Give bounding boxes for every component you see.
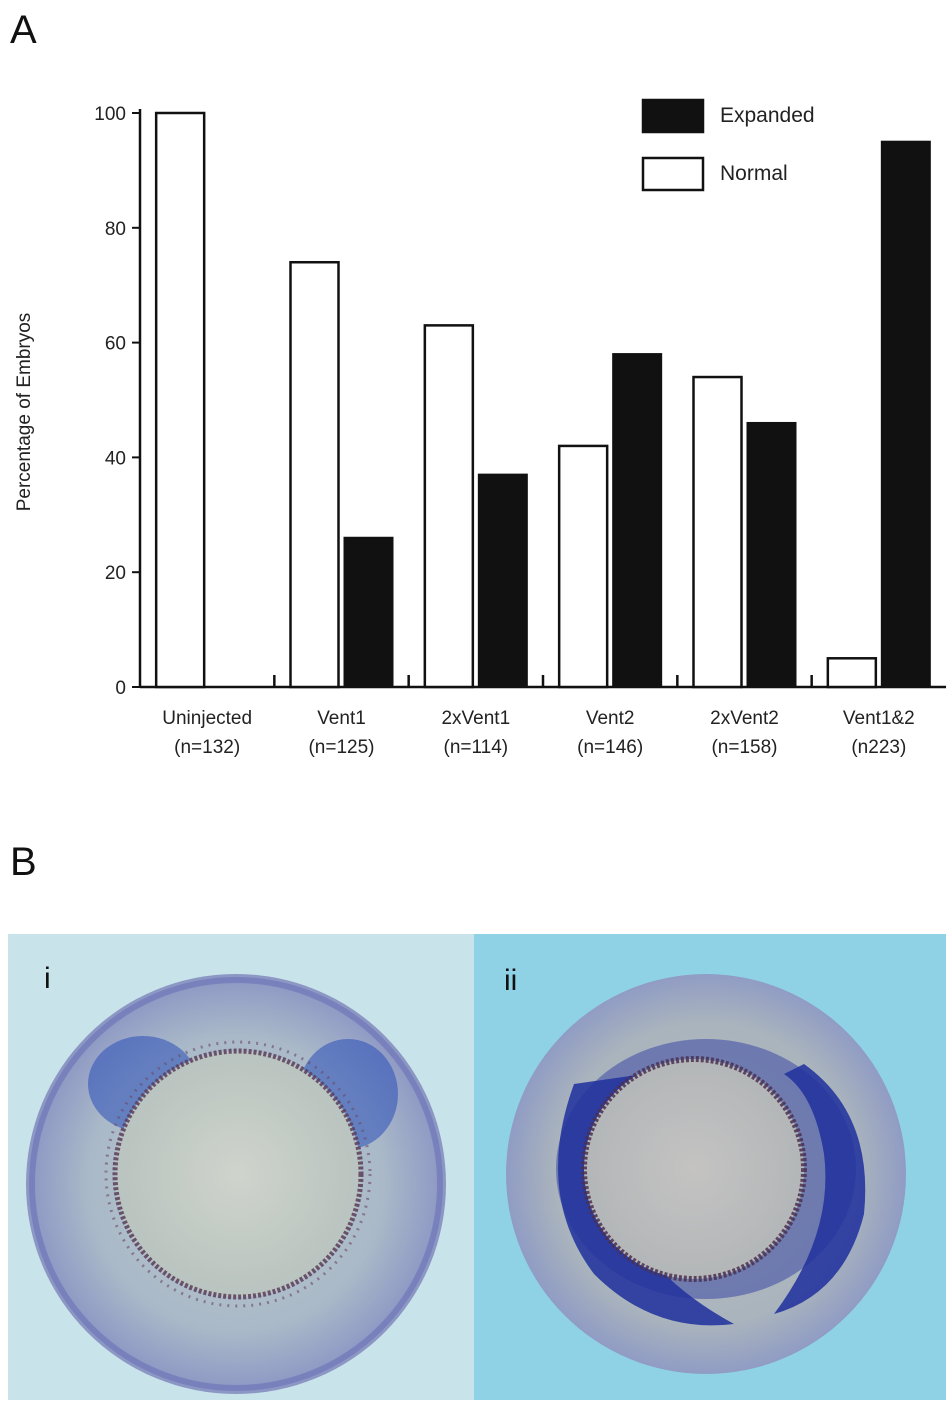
- photo-label-i: i: [44, 962, 51, 995]
- category-label: Vent1&2: [843, 708, 915, 729]
- chart-legend: Expanded Normal: [641, 98, 815, 192]
- bar-chart: 0 20 40 60 80 100 Uninjected (n=132) Vent1 (n=12…: [14, 98, 946, 758]
- legend-label: Normal: [720, 162, 788, 185]
- panel-a-label: A: [10, 8, 37, 52]
- y-axis-label: Percentage of Embryos: [14, 313, 35, 512]
- chart-bars: [154, 111, 931, 689]
- chart-categories: Uninjected (n=132) Vent1 (n=125) 2xVent1 (n=1…: [162, 708, 914, 758]
- bar-expanded: [612, 353, 663, 688]
- category-label: Vent2: [586, 708, 635, 729]
- legend-label: Expanded: [720, 104, 815, 127]
- y-tick-label: 80: [105, 219, 126, 240]
- chart-axes: [138, 109, 946, 689]
- photo-label-ii: ii: [504, 964, 518, 997]
- category-count-label: (n223): [851, 737, 906, 758]
- legend-swatch: [641, 156, 705, 192]
- y-tick-label: 100: [94, 104, 126, 125]
- embryo-photo-ii: ii: [474, 934, 946, 1400]
- embryo-image-ii: [474, 934, 946, 1400]
- embryo-image-i: [8, 934, 474, 1400]
- bar-expanded: [746, 421, 797, 688]
- legend-swatch: [641, 98, 705, 134]
- y-tick-label: 60: [105, 334, 126, 355]
- y-tick-label: 40: [105, 448, 126, 469]
- embryo-photo-i: i: [8, 934, 474, 1400]
- bar-normal: [154, 111, 206, 689]
- category-count-label: (n=132): [174, 737, 240, 758]
- bar-expanded: [477, 473, 528, 688]
- category-count-label: (n=125): [308, 737, 374, 758]
- bar-expanded: [880, 140, 931, 688]
- panel-b-label: B: [10, 840, 37, 884]
- category-count-label: (n=158): [711, 737, 777, 758]
- bar-normal: [289, 260, 340, 689]
- category-label: 2xVent2: [710, 708, 779, 729]
- bar-normal: [557, 444, 609, 689]
- category-count-label: (n=114): [444, 737, 509, 758]
- bar-normal: [692, 375, 743, 689]
- category-label: Uninjected: [162, 708, 252, 729]
- chart-ticks: 0 20 40 60 80 100: [94, 104, 140, 699]
- category-label: 2xVent1: [441, 708, 510, 729]
- y-tick-label: 0: [115, 678, 126, 699]
- y-tick-label: 20: [105, 563, 126, 584]
- category-count-label: (n=146): [577, 737, 643, 758]
- category-label: Vent1: [317, 708, 366, 729]
- bar-normal: [826, 657, 878, 689]
- bar-expanded: [343, 536, 394, 689]
- bar-normal: [423, 324, 475, 689]
